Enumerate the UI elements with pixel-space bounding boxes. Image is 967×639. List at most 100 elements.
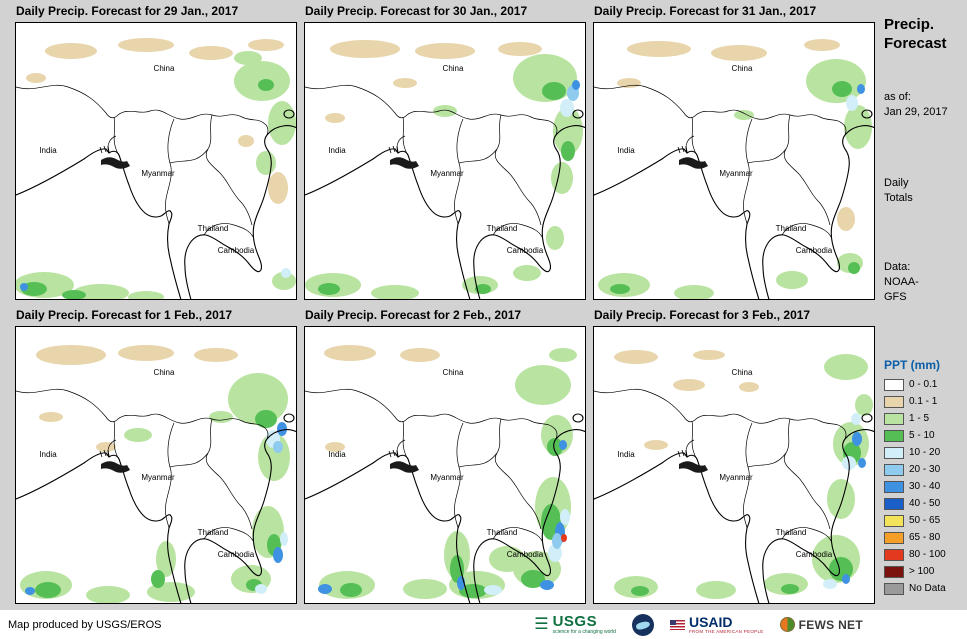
country-label: Myanmar xyxy=(141,473,175,482)
legend-entry: 0 - 0.1 xyxy=(884,378,946,391)
legend-entry: 80 - 100 xyxy=(884,548,946,561)
country-label: China xyxy=(443,64,464,73)
legend-label: 0.1 - 1 xyxy=(909,396,938,407)
precip-cell xyxy=(560,99,574,117)
precip-cell xyxy=(35,582,61,598)
legend-swatch xyxy=(884,514,904,527)
legend: PPT (mm) 0 - 0.1 0.1 - 1 1 - 5 5 - 10 10 - 2… xyxy=(884,358,946,599)
noaa-logo xyxy=(631,613,654,636)
precip-cell xyxy=(521,570,545,588)
precip-cell xyxy=(551,162,573,194)
precip-cell xyxy=(318,584,332,594)
legend-label: 30 - 40 xyxy=(909,481,941,492)
legend-swatch xyxy=(884,548,904,561)
precip-cell xyxy=(450,555,464,583)
sidebar-title: Precip. Forecast xyxy=(884,16,947,54)
legend-swatch xyxy=(884,480,904,493)
usaid-name: USAID xyxy=(688,613,733,630)
legend-entry: 30 - 40 xyxy=(884,480,946,493)
precip-cell xyxy=(255,410,277,428)
map-canvas: China India Myanmar Thailand Cambodia xyxy=(594,39,874,299)
country-label: China xyxy=(443,368,464,377)
precip-cell xyxy=(546,226,564,250)
country-labels: China India Myanmar Thailand Cambodia xyxy=(39,64,254,255)
usaid-text: USAID FROM THE AMERICAN PEOPLE xyxy=(689,615,764,635)
precip-cell xyxy=(852,432,862,446)
precip-cell xyxy=(330,40,400,58)
usaid-tagline: FROM THE AMERICAN PEOPLE xyxy=(688,628,764,634)
country-label: India xyxy=(328,146,346,155)
legend-list: 0 - 0.1 0.1 - 1 1 - 5 5 - 10 10 - 20 20 - 30 3… xyxy=(884,378,946,595)
precip-cell xyxy=(559,440,567,450)
panel-title: Daily Precip. Forecast for 31 Jan., 2017 xyxy=(594,4,817,18)
legend-entry: 0.1 - 1 xyxy=(884,395,946,408)
country-labels: China India Myanmar Thailand Cambodia xyxy=(39,368,254,559)
legend-entry: 5 - 10 xyxy=(884,429,946,442)
precip-cell xyxy=(858,458,866,468)
usgs-icon: ☰ xyxy=(534,615,549,633)
country-label: Thailand xyxy=(776,528,807,537)
usgs-text: USGS science for a changing world xyxy=(553,614,616,635)
forecast-panel: Daily Precip. Forecast for 30 Jan., 2017… xyxy=(304,4,586,300)
legend-label: 65 - 80 xyxy=(909,532,941,543)
precip-cell xyxy=(693,350,725,360)
precip-cell xyxy=(36,345,106,365)
precip-cell xyxy=(855,394,873,416)
precip-cell xyxy=(318,283,340,295)
precip-cell xyxy=(268,172,288,204)
precip-cell xyxy=(248,39,284,51)
precip-cell xyxy=(255,584,267,594)
precip-cell xyxy=(238,135,254,147)
precip-cell xyxy=(806,59,866,103)
precip-cell xyxy=(561,534,567,542)
precip-map: China India Myanmar Thailand Cambodia xyxy=(593,22,875,300)
country-label: Thailand xyxy=(198,528,229,537)
legend-entry: > 100 xyxy=(884,565,946,578)
precip-cell xyxy=(124,428,152,442)
precip-cell xyxy=(20,283,28,291)
precip-cell xyxy=(86,586,130,603)
precip-cell xyxy=(268,101,296,145)
forecast-panel: Daily Precip. Forecast for 2 Feb., 2017 … xyxy=(304,308,586,604)
country-label: China xyxy=(732,368,753,377)
precip-cell xyxy=(25,587,35,595)
info-sidebar: Precip. Forecast as of: Jan 29, 2017 Dai… xyxy=(884,0,964,610)
country-label: India xyxy=(39,146,57,155)
precip-raster xyxy=(16,38,296,299)
precip-cell xyxy=(280,532,288,546)
precip-cell xyxy=(627,41,691,57)
legend-swatch xyxy=(884,378,904,391)
precip-cell xyxy=(540,580,554,590)
precip-cell xyxy=(39,412,63,422)
legend-swatch xyxy=(884,582,904,595)
precip-cell xyxy=(118,345,174,361)
usaid-logo: USAID FROM THE AMERICAN PEOPLE xyxy=(669,615,764,635)
legend-swatch xyxy=(884,463,904,476)
map-canvas: China India Myanmar Thailand Cambodia xyxy=(16,38,296,299)
precip-cell xyxy=(572,80,580,90)
precip-cell xyxy=(553,107,583,155)
precip-cell xyxy=(851,413,861,425)
legend-entry: 1 - 5 xyxy=(884,412,946,425)
precip-cell xyxy=(324,345,376,361)
country-label: Cambodia xyxy=(218,550,255,559)
precip-cell xyxy=(824,354,868,380)
panel-title: Daily Precip. Forecast for 29 Jan., 2017 xyxy=(16,4,239,18)
as-of-block: as of: Jan 29, 2017 xyxy=(884,90,948,120)
precip-cell xyxy=(781,584,799,594)
country-label: Thailand xyxy=(198,224,229,233)
precip-cell xyxy=(151,570,165,588)
precip-cell xyxy=(542,82,566,100)
precip-cell xyxy=(547,438,563,456)
precip-cell xyxy=(696,581,736,599)
precip-cell xyxy=(400,348,440,362)
precip-map: China India Myanmar Thailand Cambodia xyxy=(15,326,297,604)
legend-label: 0 - 0.1 xyxy=(909,379,938,390)
legend-entry: No Data xyxy=(884,582,946,595)
precip-cell xyxy=(194,348,238,362)
precip-cell xyxy=(433,105,457,117)
precip-cell xyxy=(118,38,174,52)
precip-map: China India Myanmar Thailand Cambodia xyxy=(593,326,875,604)
credit-text: Map produced by USGS/EROS xyxy=(8,618,162,631)
totals-line1: Daily xyxy=(884,177,909,189)
